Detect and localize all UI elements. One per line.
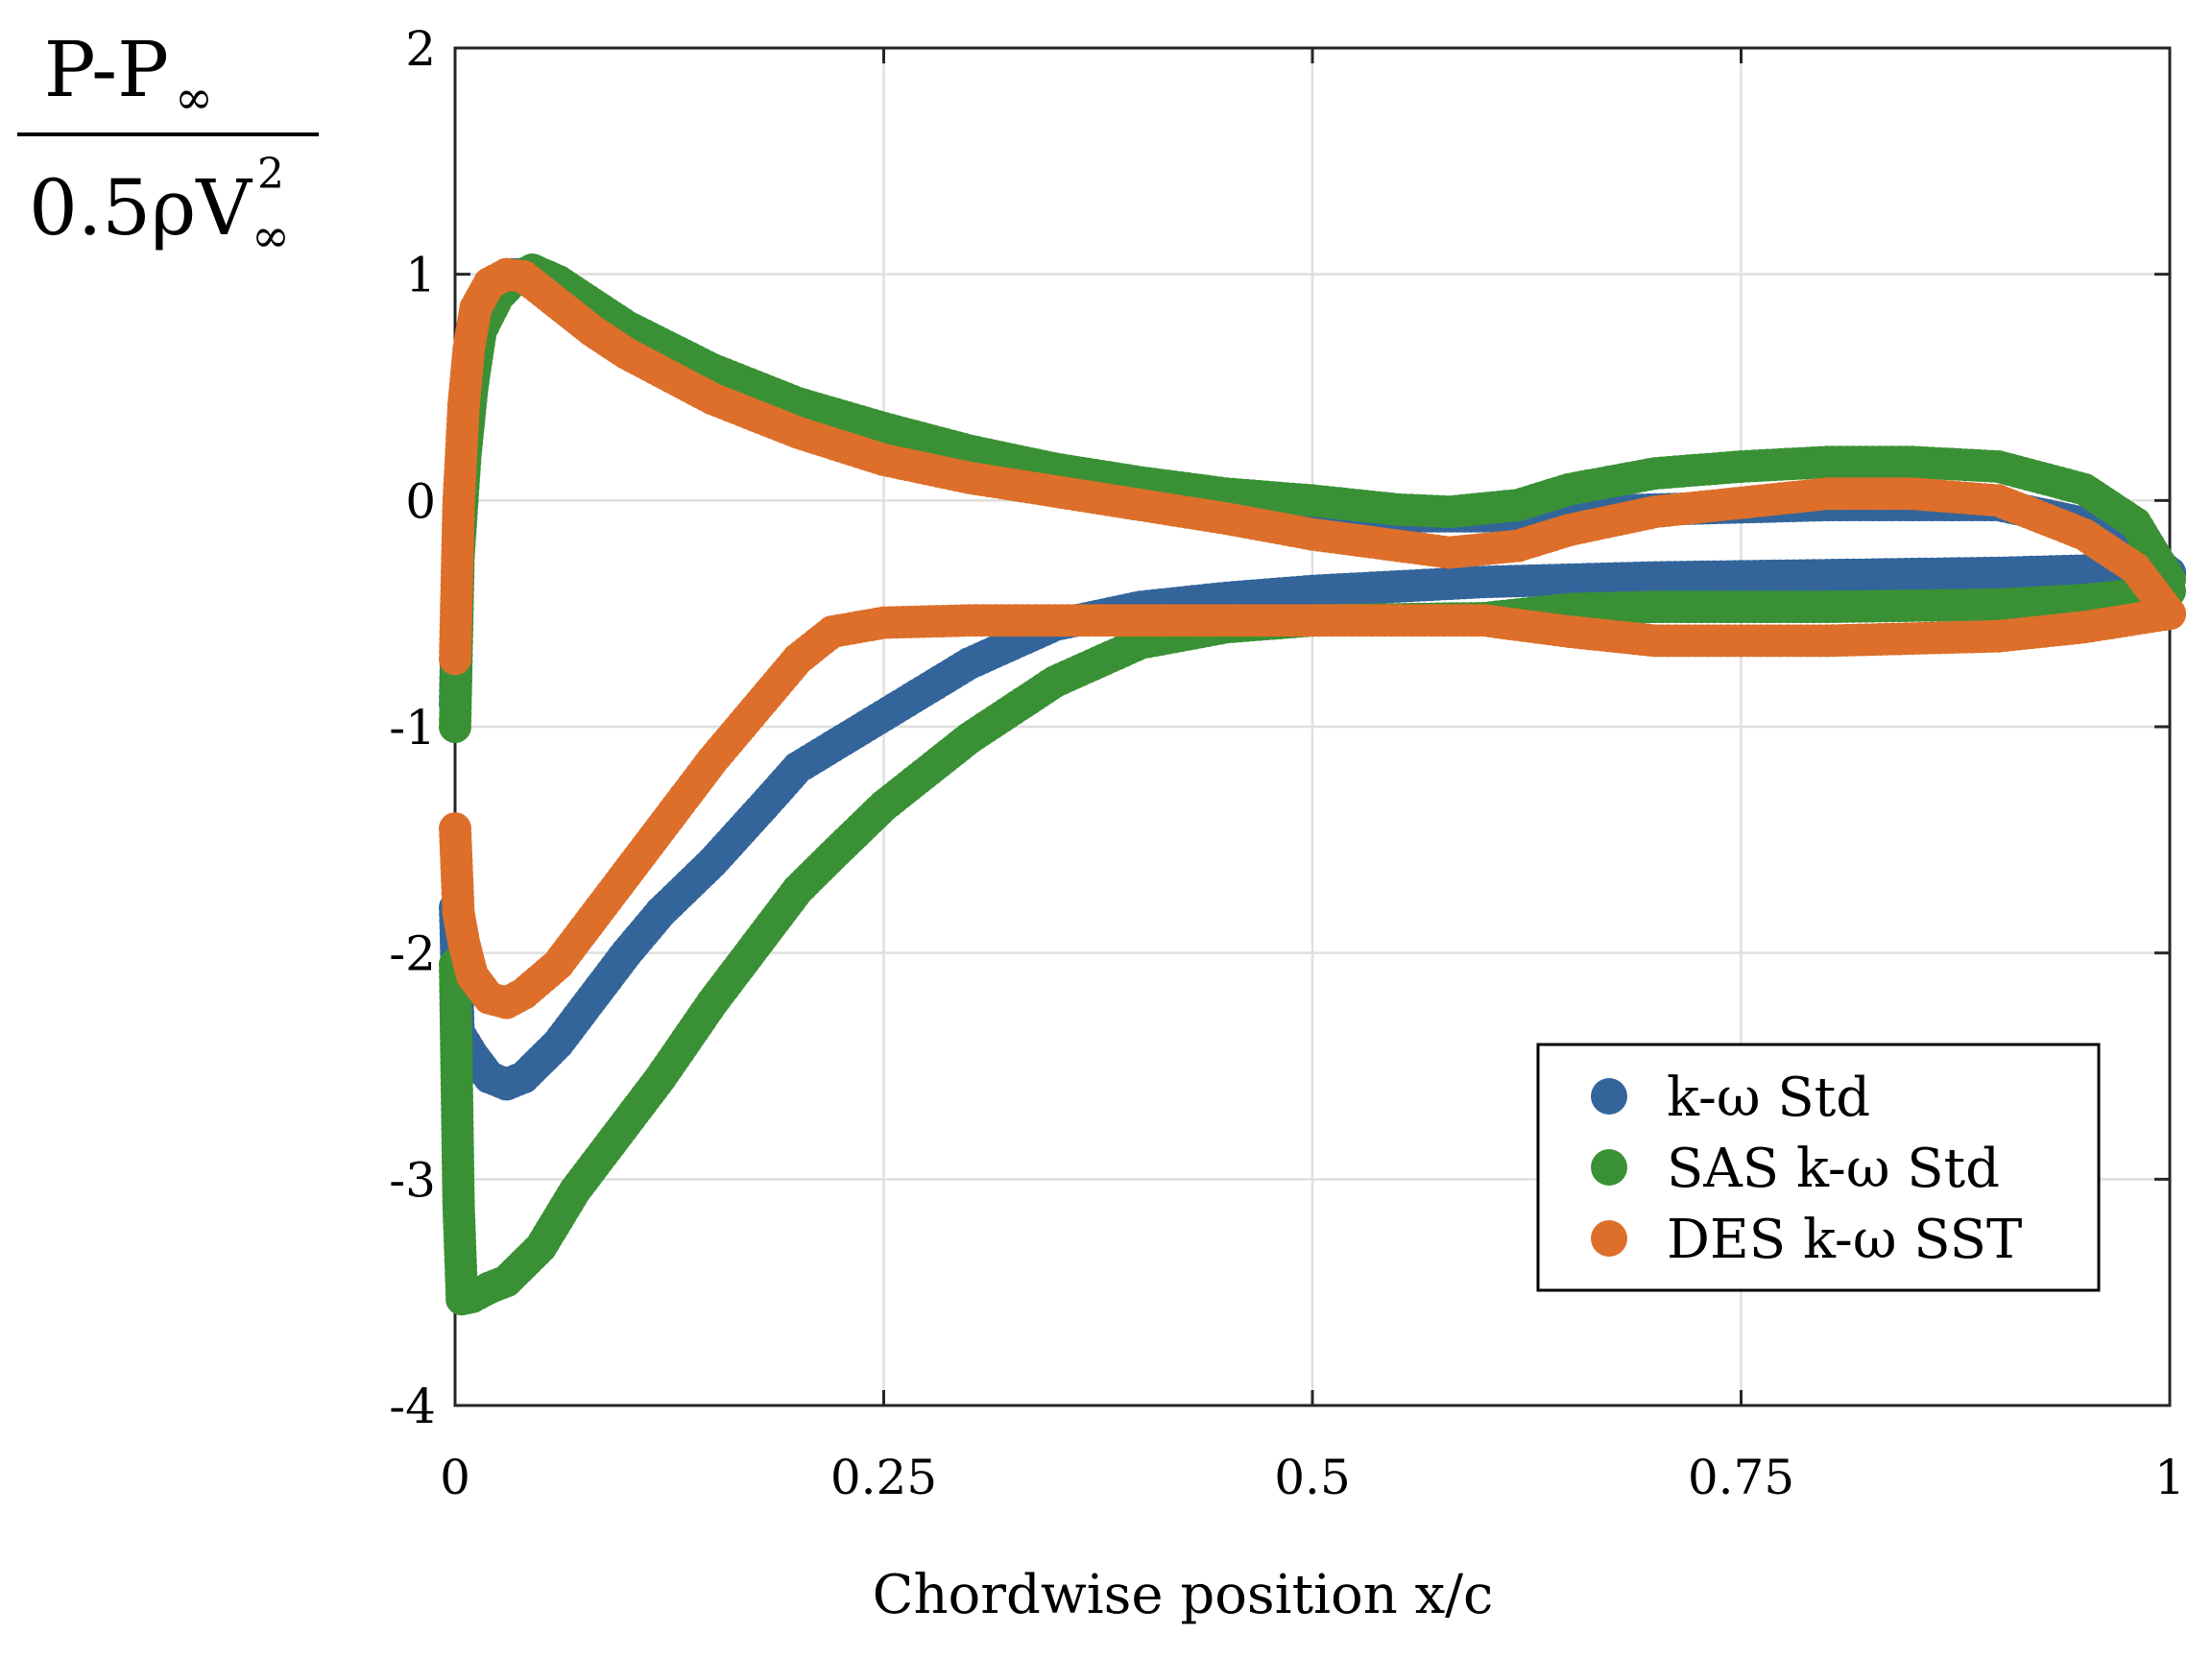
legend-label-k-omega-std: k-ω Std [1667, 1067, 1870, 1129]
legend-marker-k-omega-std [1591, 1078, 1627, 1115]
tick-labels: 0 0.25 0.5 0.75 1 2 1 0 -1 -2 -3 -4 [389, 21, 2185, 1505]
data-points [439, 253, 2186, 1316]
x-tick-label: 0.25 [830, 1450, 937, 1505]
legend-label-des-k-omega-sst: DES k-ω SST [1667, 1209, 2022, 1271]
y-tick-label: 0 [405, 473, 436, 529]
y-tick-label: -2 [389, 926, 436, 982]
ylabel-denominator-superscript: 2 [257, 150, 284, 199]
x-tick-label: 0 [440, 1450, 470, 1505]
x-axis-label: Chordwise position x/c [873, 1564, 1494, 1626]
x-tick-label: 0.5 [1274, 1450, 1351, 1505]
ylabel-denominator-subscript: ∞ [252, 209, 290, 263]
legend: k-ω Std SAS k-ω Std DES k-ω SST [1536, 1043, 2101, 1292]
y-axis-label: P-P ∞ 0.5ρV 2 ∞ [17, 25, 319, 263]
legend-label-sas-k-omega-std: SAS k-ω Std [1667, 1138, 2000, 1200]
data-point [2153, 597, 2186, 631]
legend-marker-sas-k-omega-std [1591, 1149, 1627, 1186]
legend-box [1536, 1043, 2101, 1292]
y-tick-label: -1 [389, 700, 436, 756]
x-tick-label: 0.75 [1688, 1450, 1794, 1505]
ylabel-numerator-subscript: ∞ [175, 71, 213, 125]
ylabel-denominator: 0.5ρV [29, 163, 252, 252]
legend-marker-des-k-omega-sst [1591, 1220, 1627, 1257]
y-tick-label: -4 [389, 1379, 436, 1434]
x-tick-label: 1 [2154, 1450, 2185, 1505]
y-tick-label: -3 [389, 1152, 436, 1208]
y-tick-label: 1 [405, 248, 436, 303]
y-tick-label: 2 [405, 21, 436, 77]
ylabel-numerator: P-P [44, 25, 169, 114]
series-2 [439, 257, 2186, 1020]
